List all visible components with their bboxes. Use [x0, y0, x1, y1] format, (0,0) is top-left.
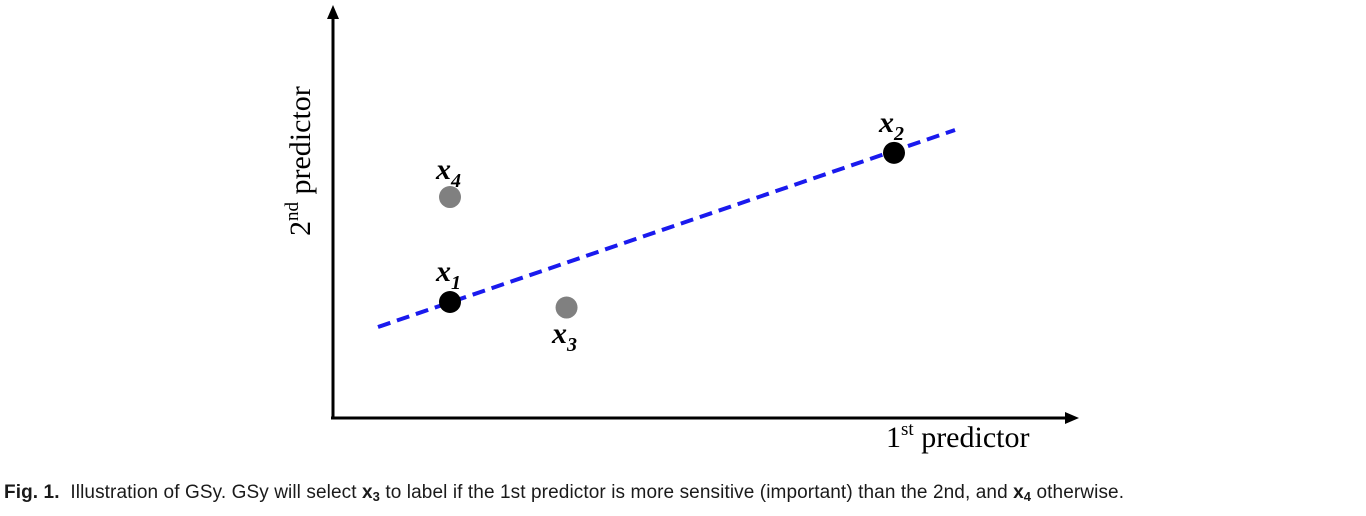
point-x2-marker	[883, 141, 905, 164]
point-x4-marker	[439, 186, 461, 209]
point-x1-label: x1	[435, 255, 461, 294]
caption-var-x4: x4	[1013, 482, 1032, 504]
gsy-illustration-figure: x1 x2 x3 x4 1st predictor 2nd predictor	[282, 5, 1079, 454]
point-x3-label: x3	[551, 317, 577, 356]
y-axis-arrowhead	[327, 5, 339, 19]
figure-caption: Fig. 1. Illustration of GSy. GSy will se…	[4, 482, 1366, 504]
caption-text-part2: to label if the 1st predictor is more se…	[380, 482, 1014, 503]
caption-text-part3: otherwise.	[1031, 482, 1125, 503]
y-axis-label: 2nd predictor	[282, 86, 317, 236]
point-x1-marker	[439, 291, 461, 313]
x-axis-arrowhead	[1065, 412, 1079, 424]
x-axis-label: 1st predictor	[886, 419, 1029, 454]
point-x3-marker	[555, 296, 578, 319]
point-x4-label: x4	[435, 153, 461, 192]
point-x2-label: x2	[878, 106, 904, 145]
caption-figure-number: Fig. 1.	[4, 482, 60, 503]
caption-var-x3: x3	[361, 482, 380, 504]
dashed-fit-line	[377, 128, 956, 329]
caption-text-part1: Illustration of GSy. GSy will select	[70, 482, 362, 503]
